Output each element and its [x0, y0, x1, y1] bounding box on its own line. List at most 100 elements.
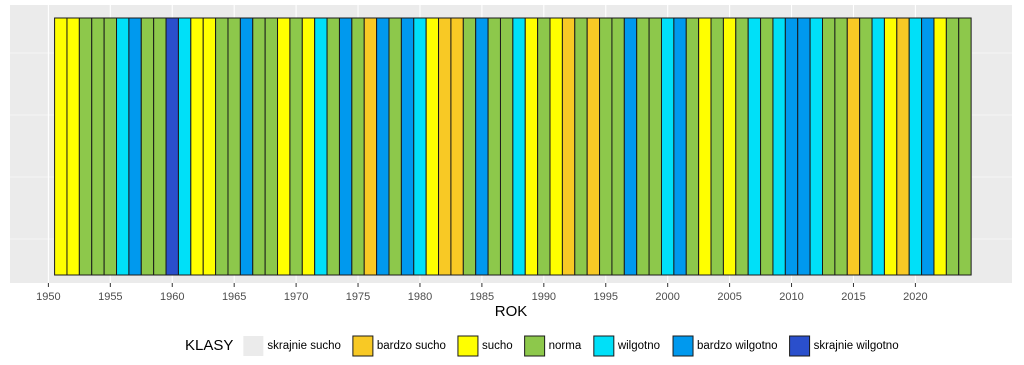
bar: [425, 17, 440, 276]
legend-title: KLASY: [185, 337, 233, 354]
bar: [772, 17, 786, 276]
bar: [834, 17, 848, 276]
bar: [512, 17, 526, 276]
bar: [376, 17, 390, 276]
bar: [760, 17, 774, 276]
bar: [623, 17, 638, 276]
bar: [537, 17, 551, 276]
bar: [289, 17, 303, 276]
bar: [400, 17, 415, 276]
bar: [66, 17, 80, 276]
bar: [91, 17, 105, 276]
legend-label: sucho: [482, 340, 513, 352]
bar: [338, 17, 353, 276]
bar: [165, 17, 179, 276]
bar: [314, 17, 328, 276]
bar: [611, 17, 625, 276]
bar: [859, 17, 873, 276]
bar: [747, 17, 762, 276]
bar: [413, 17, 427, 276]
bar: [574, 17, 588, 276]
bar: [252, 17, 266, 276]
bar: [326, 17, 340, 276]
bar: [239, 17, 254, 276]
legend-key: [352, 335, 374, 357]
legend-key: [593, 335, 615, 357]
bar: [871, 17, 885, 276]
bar: [883, 17, 898, 276]
bar: [945, 17, 960, 276]
bar: [821, 17, 836, 276]
x-axis-title: ROK: [495, 303, 528, 320]
x-tick-label: 1955: [98, 291, 122, 303]
x-tick-label: 2010: [779, 291, 803, 303]
bar: [797, 17, 811, 276]
legend-label: skrajnie sucho: [267, 340, 341, 352]
bar: [103, 17, 118, 276]
bar: [215, 17, 229, 276]
bar: [277, 17, 291, 276]
bar: [846, 17, 861, 276]
bar: [301, 17, 316, 276]
bar: [487, 17, 501, 276]
legend-label: bardzo wilgotno: [697, 340, 778, 352]
x-tick-label: 2015: [841, 291, 865, 303]
x-tick-label: 1975: [346, 291, 370, 303]
x-tick-label: 1990: [532, 291, 556, 303]
bar: [450, 17, 464, 276]
bar: [78, 17, 93, 276]
bar: [363, 17, 378, 276]
bar: [116, 17, 130, 276]
bar: [264, 17, 279, 276]
bar: [499, 17, 514, 276]
x-tick-label: 1960: [160, 291, 184, 303]
bar: [735, 17, 749, 276]
bar: [438, 17, 452, 276]
bar: [524, 17, 539, 276]
bar: [462, 17, 477, 276]
legend-label: bardzo sucho: [377, 340, 446, 352]
legend-label: wilgotno: [617, 340, 660, 352]
x-tick-label: 1965: [222, 291, 246, 303]
bar: [475, 17, 489, 276]
bar: [710, 17, 724, 276]
bar: [599, 17, 613, 276]
bar: [722, 17, 737, 276]
legend-label: norma: [549, 340, 582, 352]
x-tick-label: 1980: [408, 291, 432, 303]
x-tick-label: 1985: [470, 291, 494, 303]
bar: [351, 17, 365, 276]
bar: [809, 17, 823, 276]
bar: [636, 17, 650, 276]
bar: [933, 17, 947, 276]
bar: [648, 17, 662, 276]
bar: [202, 17, 217, 276]
x-tick-label: 1970: [284, 291, 308, 303]
bar: [908, 17, 923, 276]
bar: [54, 17, 68, 276]
bar: [673, 17, 687, 276]
bar: [128, 17, 142, 276]
bar: [784, 17, 799, 276]
bar: [561, 17, 576, 276]
bar: [140, 17, 155, 276]
x-tick-label: 2005: [717, 291, 741, 303]
legend-key: [672, 335, 694, 357]
bar: [388, 17, 402, 276]
bar: [549, 17, 563, 276]
x-tick-label: 2020: [903, 291, 927, 303]
bar: [685, 17, 700, 276]
legend-key: [243, 336, 264, 356]
bar: [177, 17, 192, 276]
bar: [896, 17, 910, 276]
bar: [660, 17, 675, 276]
x-tick-label: 1950: [36, 291, 60, 303]
bar: [227, 17, 241, 276]
x-tick-label: 2000: [655, 291, 679, 303]
legend-key: [524, 335, 546, 357]
legend-label: skrajnie wilgotno: [814, 340, 899, 352]
bar: [586, 17, 601, 276]
bar: [190, 17, 204, 276]
legend-key: [457, 335, 479, 357]
